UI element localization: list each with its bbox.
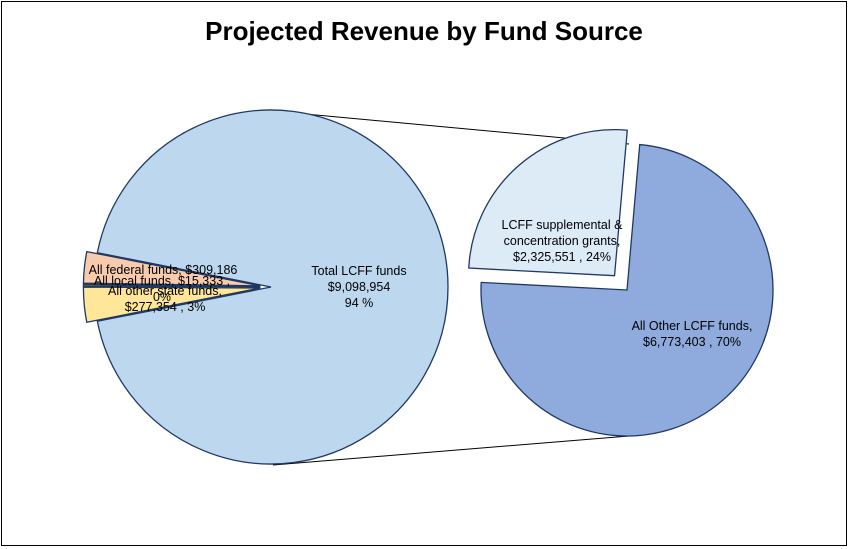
data-label-lcff: Total LCFF funds $9,098,954 94 % [311, 264, 406, 310]
main-slice-federal [82, 286, 261, 324]
data-label-supplemental: LCFF supplemental & concentration grants,… [502, 218, 624, 264]
main-slice-local [82, 283, 261, 288]
connector-line-bottom [272, 435, 630, 466]
secondary-slice-other_lcff [480, 143, 774, 437]
data-label-federal: All federal funds, $309,186 [89, 263, 238, 277]
chart-title: Projected Revenue by Fund Source [205, 16, 643, 46]
main-pie [82, 109, 449, 465]
main-slice-lcff [96, 109, 449, 465]
data-label-local: All local funds, $15,333 , 0% [94, 274, 230, 304]
secondary-slice-supplemental [468, 129, 628, 277]
data-label-other_lcff: All Other LCFF funds, $6,773,403 , 70% [632, 319, 753, 349]
secondary-pie [468, 129, 774, 437]
data-label-other_state: All other state funds, $277,354 , 3% [108, 284, 222, 314]
main-slice-other_state [82, 250, 261, 287]
